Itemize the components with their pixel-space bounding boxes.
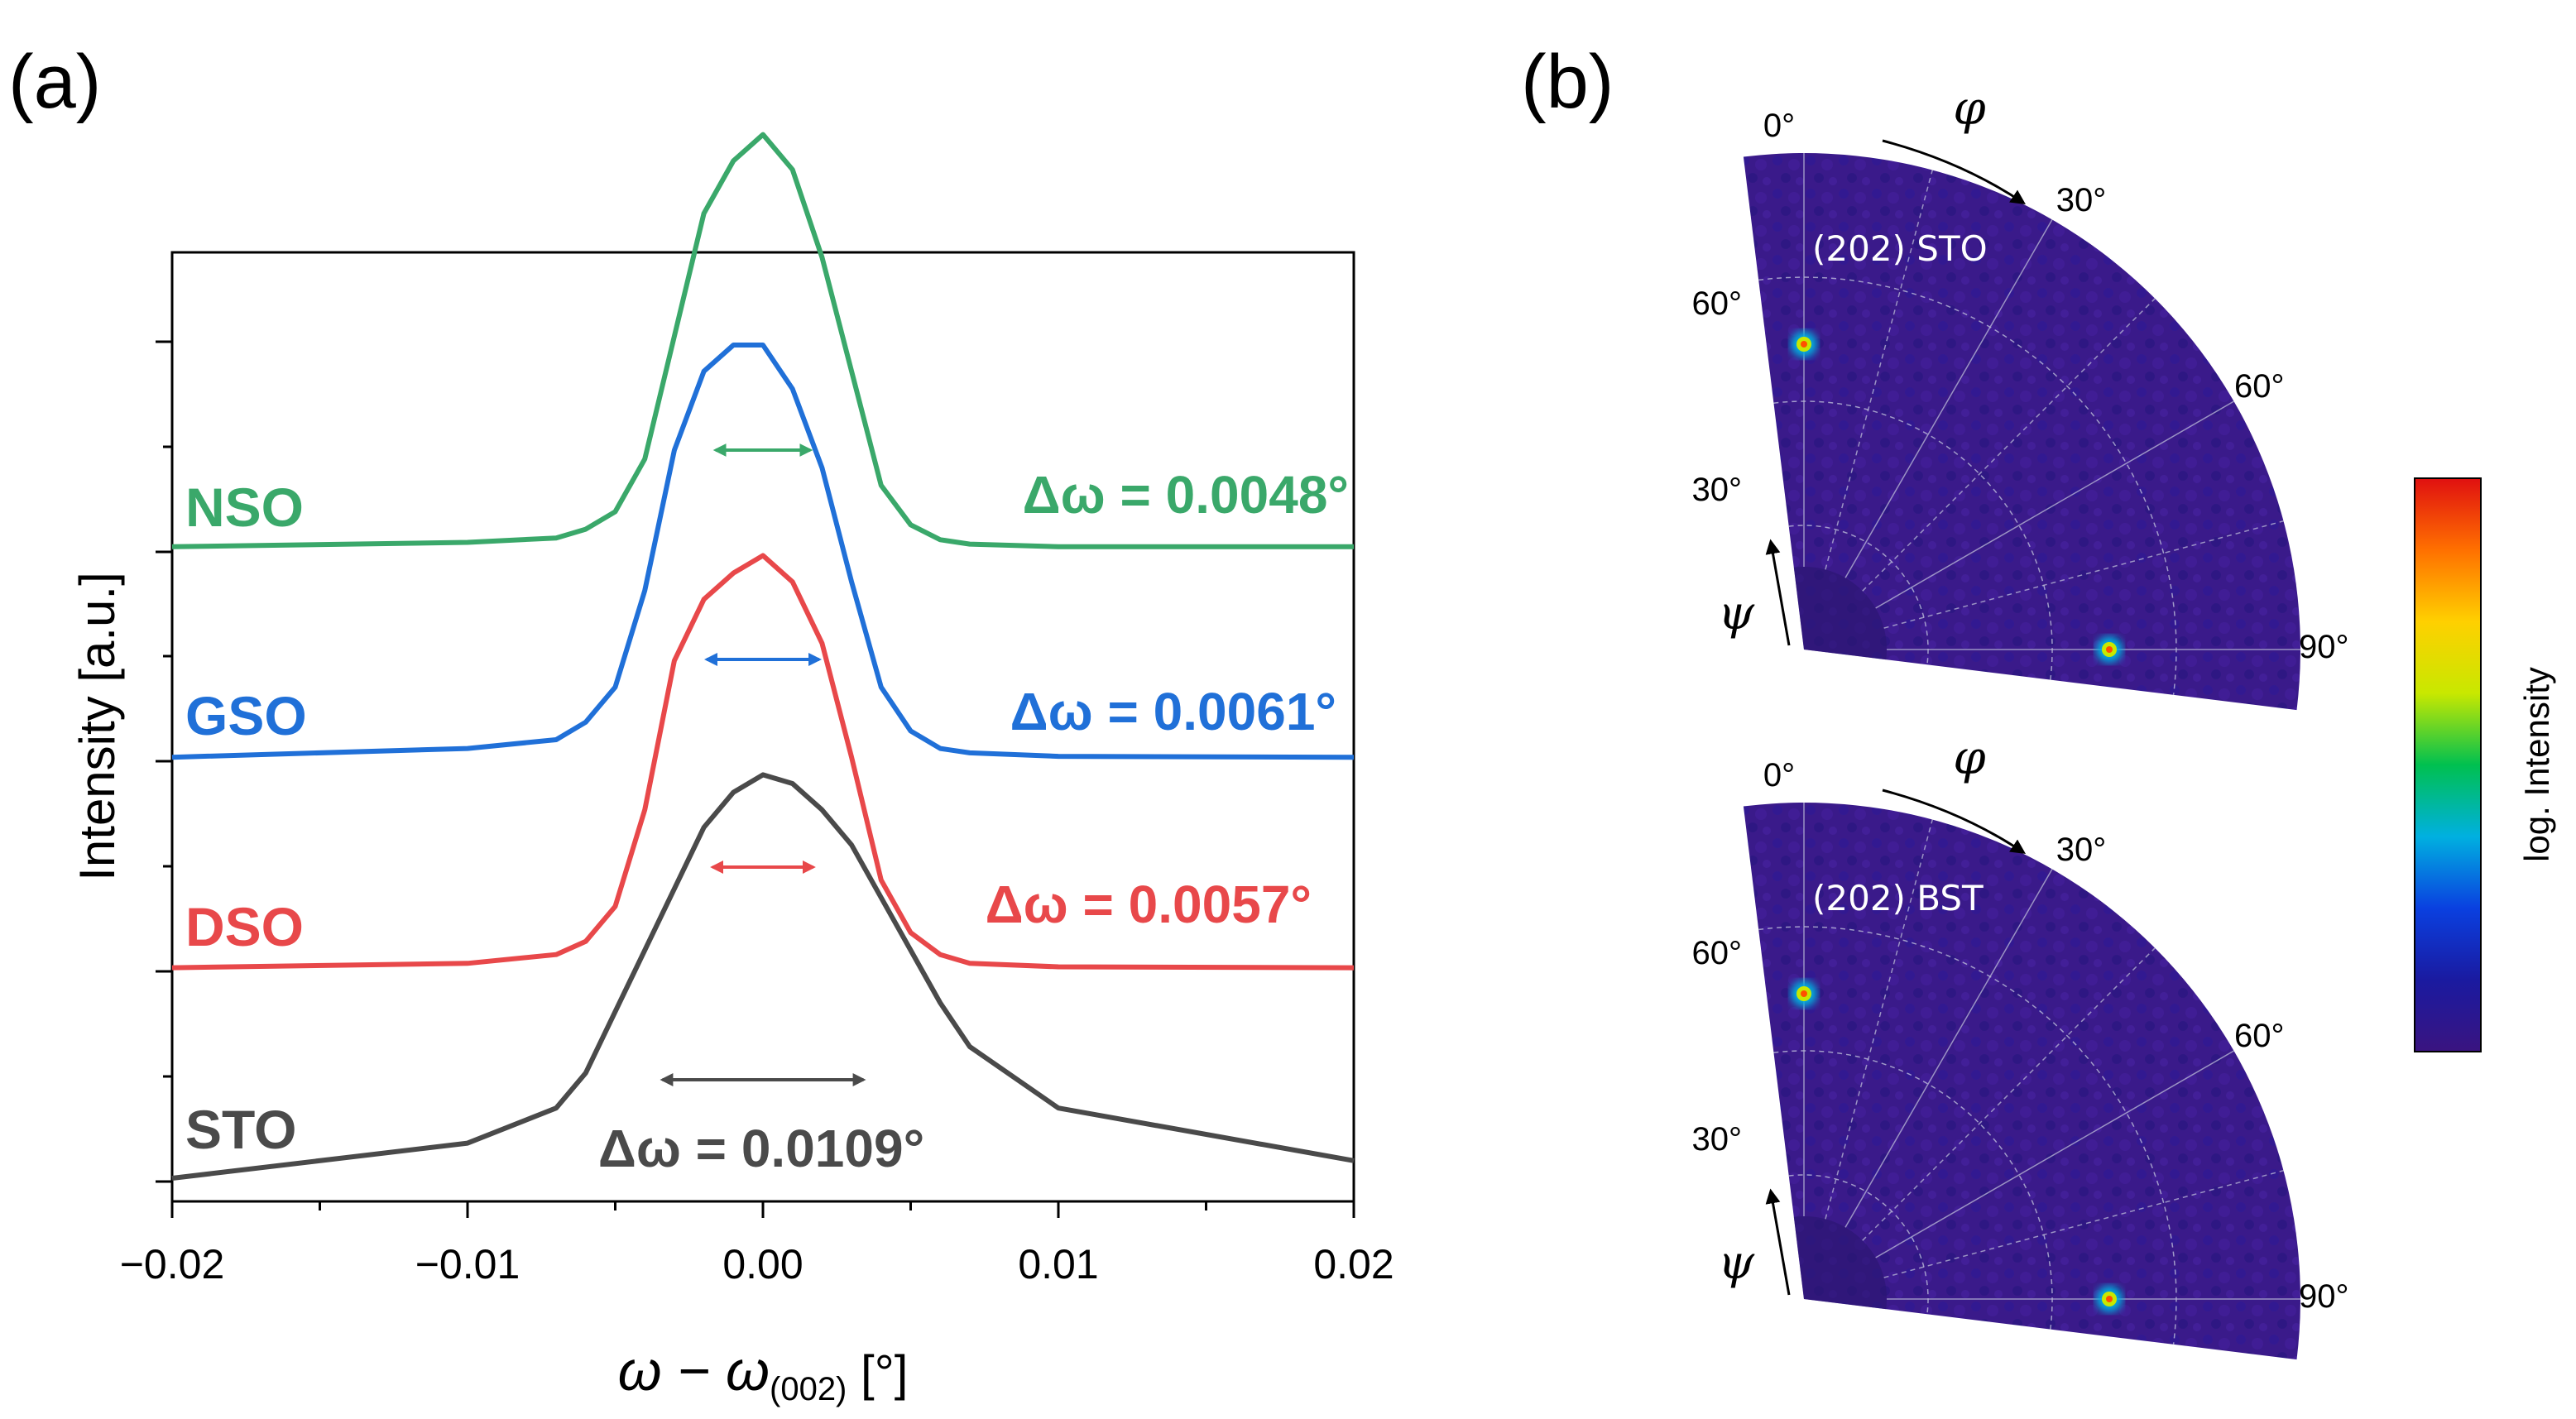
x-axis-tick-labels: −0.02 −0.01 0.00 0.01 0.02	[120, 1241, 1394, 1287]
phi-arrow	[1882, 139, 2026, 204]
fwhm-label: Δω = 0.0061°	[1010, 682, 1336, 741]
colorbar: log. Intensity	[2414, 477, 2556, 1052]
phi-label-0: 0°	[1763, 108, 1795, 144]
grid-ring	[1773, 400, 2053, 680]
psi-label-60: 60°	[1692, 935, 1743, 971]
grid-spoke	[1875, 400, 2234, 609]
x-tick-label: 0.00	[722, 1241, 803, 1287]
fwhm-label: Δω = 0.0057°	[986, 875, 1312, 934]
rocking-curve-chart: −0.02 −0.01 0.00 0.01 0.02 STO Δω = 0.0109° DS…	[70, 132, 1394, 1407]
phi-arrow	[1882, 789, 2026, 854]
series-line-sto	[171, 772, 1355, 1181]
x-axis-ticks	[170, 1201, 1355, 1218]
series-name-label: GSO	[185, 685, 307, 746]
grid-ring	[1773, 1050, 2053, 1330]
series-dso: DSO Δω = 0.0057°	[171, 553, 1355, 971]
x-axis-title: ω − ω(002) [°]	[618, 1340, 909, 1407]
psi-label-30: 30°	[1692, 472, 1743, 508]
x-axis-title-main: ω − ω	[618, 1340, 770, 1402]
phi-symbol: φ	[1953, 82, 1985, 136]
series-line-gso	[171, 343, 1355, 760]
x-tick-label: 0.02	[1313, 1241, 1394, 1287]
series-name-label: STO	[185, 1099, 296, 1160]
psi-arrow	[1765, 539, 1791, 646]
x-tick-label: 0.01	[1018, 1241, 1098, 1287]
psi-label-60: 60°	[1692, 285, 1743, 322]
psi-symbol: ψ	[1718, 587, 1755, 640]
pole-figure-sto: (202) STO 0° 30° φ 60° 30° ψ 60° 90°	[1692, 82, 2349, 711]
phi-label-30: 30°	[2056, 832, 2107, 868]
series-name-label: DSO	[185, 896, 304, 957]
series-line-nso	[171, 132, 1354, 549]
x-axis-title-unit: [°]	[847, 1345, 908, 1401]
psi-symbol: ψ	[1718, 1236, 1755, 1290]
panel-b-label: (b)	[1521, 40, 1614, 124]
pole-figure-title: (202) BST	[1812, 878, 1984, 918]
grid-ring	[1758, 276, 2177, 695]
pole-hub	[1793, 566, 1888, 660]
edge-label-60: 60°	[2234, 1018, 2285, 1054]
x-axis-title-subscript: (002)	[770, 1371, 847, 1407]
psi-arrow	[1765, 1188, 1791, 1296]
intensity-peak	[1791, 331, 1817, 357]
series-line-dso	[171, 553, 1355, 971]
series-gso: GSO Δω = 0.0061°	[171, 343, 1355, 760]
series-sto: STO Δω = 0.0109°	[171, 772, 1355, 1181]
x-tick-label: −0.01	[415, 1241, 520, 1287]
grid-spoke	[1844, 869, 2053, 1228]
y-axis-title: Intensity [a.u.]	[70, 572, 125, 881]
fwhm-label: Δω = 0.0048°	[1023, 465, 1349, 525]
pole-hub	[1793, 1215, 1888, 1310]
edge-label-90: 90°	[2299, 1278, 2349, 1315]
phi-label-30: 30°	[2056, 182, 2107, 218]
phi-label-0: 0°	[1763, 757, 1795, 793]
x-tick-label: −0.02	[120, 1241, 225, 1287]
fwhm-label: Δω = 0.0109°	[598, 1119, 924, 1178]
edge-label-90: 90°	[2299, 629, 2349, 665]
colorbar-label: log. Intensity	[2517, 667, 2556, 862]
series-name-label: NSO	[185, 477, 304, 538]
grid-ring	[1758, 926, 2177, 1345]
pole-figure-title: (202) STO	[1812, 228, 1988, 269]
grid-spoke	[1875, 1050, 2234, 1258]
intensity-peak	[2096, 636, 2123, 663]
grid-spoke	[1844, 219, 2053, 578]
edge-label-60: 60°	[2234, 368, 2285, 405]
psi-label-30: 30°	[1692, 1121, 1743, 1158]
pole-figure-bst: (202) BST 0° 30° φ 60° 30° ψ 60° 90°	[1692, 731, 2349, 1360]
intensity-peak	[2096, 1286, 2123, 1312]
colorbar-bar	[2414, 477, 2482, 1052]
phi-symbol: φ	[1953, 731, 1985, 785]
intensity-peak	[1791, 980, 1817, 1007]
series-nso: NSO Δω = 0.0048°	[171, 132, 1354, 549]
series-layer: STO Δω = 0.0109° DSO Δω = 0.0057° GSO Δω = 0.…	[171, 132, 1355, 1181]
y-axis-ticks	[156, 340, 172, 1183]
panel-a-label: (a)	[8, 40, 101, 124]
